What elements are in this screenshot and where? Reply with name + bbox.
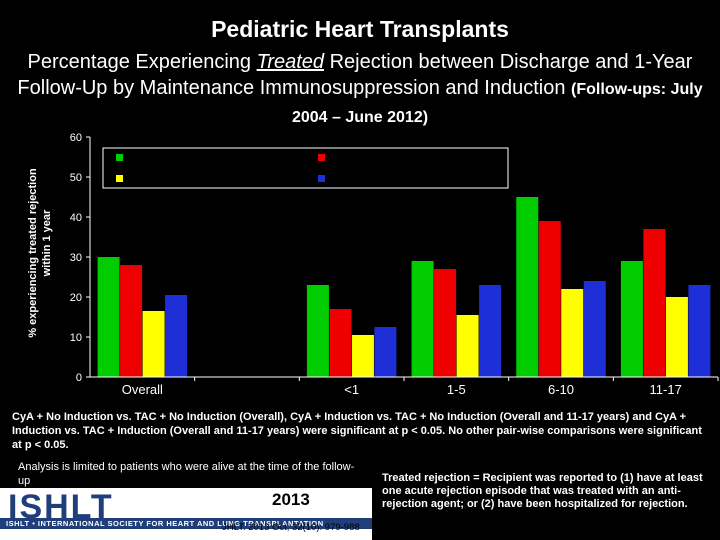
page-title: Pediatric Heart Transplants — [211, 16, 509, 42]
bar-4-6-10 — [583, 281, 606, 377]
bar-2-Overall — [120, 265, 143, 377]
logo-year: 2013 — [272, 490, 310, 509]
x-tick-label: 1-5 — [447, 382, 466, 397]
subtitle-post: Rejection between Discharge and 1-Year F… — [17, 51, 693, 99]
bar-3-Overall — [142, 311, 165, 377]
bar-4-Overall — [165, 295, 188, 377]
y-tick-label: 10 — [70, 332, 82, 344]
bar-4-1-5 — [479, 285, 502, 377]
logo-society-band: ISHLT • INTERNATIONAL SOCIETY FOR HEART … — [0, 518, 372, 529]
x-tick-label: 6-10 — [548, 382, 574, 397]
y-tick-label: 20 — [70, 292, 82, 304]
bar-1-11-17 — [620, 261, 643, 377]
subtitle-followups: (Follow-ups: July 2004 – June 2012) — [291, 81, 703, 126]
bar-4-<1 — [374, 327, 397, 377]
bar-1-1-5 — [411, 261, 434, 377]
x-tick-label: <1 — [344, 382, 359, 397]
x-tick-label: 11-17 — [650, 382, 682, 397]
y-tick-label: 0 — [76, 372, 82, 384]
bar-1-Overall — [97, 257, 120, 377]
bar-2-<1 — [329, 309, 352, 377]
bar-2-6-10 — [538, 221, 561, 377]
treated-rejection-definition: Treated rejection = Recipient was report… — [382, 472, 703, 510]
y-axis-label: % experiencing treated rejection within … — [27, 168, 53, 338]
y-axis-label-line2: within 1 year — [41, 209, 53, 277]
significance-footnote: CyA + No Induction vs. TAC + No Inductio… — [12, 411, 702, 451]
bar-2-1-5 — [434, 269, 457, 377]
x-tick-label: Overall — [122, 382, 163, 397]
bar-1-<1 — [306, 285, 329, 377]
logo-background — [0, 488, 372, 540]
legend-swatch-2 — [318, 154, 325, 161]
legend-swatch-3 — [116, 175, 123, 182]
y-tick-label: 50 — [70, 172, 82, 184]
y-axis-label-line1: % experiencing treated rejection — [27, 168, 39, 338]
legend-swatch-1 — [116, 154, 123, 161]
citation: JHLT. 2013 Oct; 32(10): 979-988 — [222, 522, 360, 533]
y-tick-label: 60 — [70, 132, 82, 144]
bar-3-<1 — [351, 335, 374, 377]
bar-2-11-17 — [643, 229, 666, 377]
y-tick-label: 40 — [70, 212, 82, 224]
bar-3-11-17 — [665, 297, 688, 377]
analysis-note: Analysis is limited to patients who were… — [18, 461, 355, 487]
subtitle-pre: Percentage Experiencing — [27, 51, 257, 73]
bar-chart: % experiencing treated rejection within … — [27, 132, 719, 397]
legend-swatch-4 — [318, 175, 325, 182]
ishlt-logo: ISHLT ISHLT • INTERNATIONAL SOCIETY FOR … — [0, 488, 372, 540]
legend-box — [102, 147, 509, 189]
bar-1-6-10 — [516, 197, 539, 377]
y-tick-label: 30 — [70, 252, 82, 264]
bar-4-11-17 — [688, 285, 711, 377]
bar-3-1-5 — [456, 315, 479, 377]
subtitle: Percentage Experiencing Treated Rejectio… — [0, 49, 720, 131]
subtitle-treated: Treated — [256, 51, 325, 73]
bar-3-6-10 — [561, 289, 584, 377]
